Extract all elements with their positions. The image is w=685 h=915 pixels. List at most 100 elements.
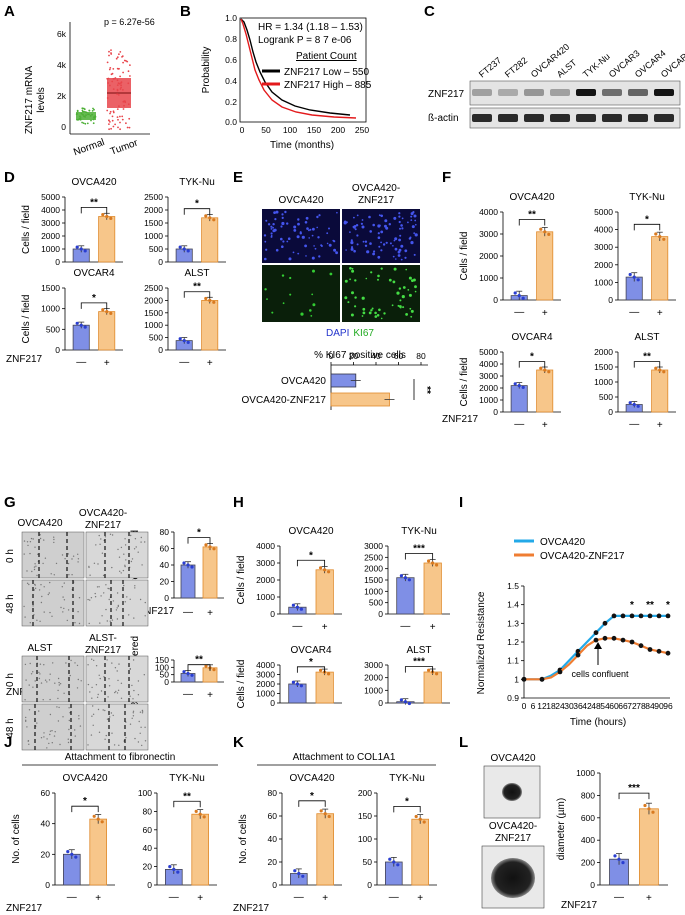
panel-g-cell xyxy=(116,618,119,620)
panel-e-speck xyxy=(350,239,353,242)
panel-a-tumor-dot xyxy=(128,126,131,129)
chart-title: ALST xyxy=(406,645,431,656)
panel-e-speck xyxy=(272,223,275,226)
panel-g-cell xyxy=(108,685,111,687)
chart-dot xyxy=(182,339,186,343)
panel-g-cell xyxy=(93,659,95,662)
panel-a-normal-dot xyxy=(90,119,92,122)
panel-e-speck xyxy=(380,267,383,270)
chart-dot xyxy=(399,698,403,702)
panel-g-cell xyxy=(141,744,143,747)
chart-ytick: 500 xyxy=(46,324,60,334)
panel-e-speck xyxy=(413,253,416,256)
chart-ytick: 1000 xyxy=(144,231,163,241)
chart-dot xyxy=(212,218,216,222)
chart-plus: + xyxy=(430,622,436,633)
panel-e-speck xyxy=(382,243,386,246)
chart-dot xyxy=(295,605,299,609)
panel-g-cell xyxy=(129,598,131,600)
chart-dot xyxy=(194,809,198,814)
panel-e-xtick: 40 xyxy=(371,351,381,361)
panel-g-cell xyxy=(115,609,118,611)
chart-ytick: 2000 xyxy=(256,575,275,585)
panel-a-tumor-dot xyxy=(125,60,127,62)
panel-i-xtick: 90 xyxy=(654,701,664,711)
chart-ytick: 20 xyxy=(268,857,278,867)
panel-g-cell xyxy=(25,716,27,719)
chart-dot xyxy=(427,559,431,563)
panel-i-point xyxy=(557,669,563,675)
chart-dot xyxy=(651,810,655,814)
chart-dot xyxy=(647,807,651,811)
panel-a-ytick: 6k xyxy=(57,29,67,39)
panel-g-cell xyxy=(69,674,71,677)
chart-dot xyxy=(418,817,422,821)
panel-e-ki67: OVCA420 OVCA420- ZNF217 DAPI KI67 % KI67 … xyxy=(242,183,432,410)
chart-dot xyxy=(291,680,295,684)
chart-dot xyxy=(208,545,212,549)
chart-dot xyxy=(319,809,323,813)
panel-a-tumor-dot xyxy=(108,123,110,125)
panel-e-speck xyxy=(415,223,417,226)
panel-e-speck xyxy=(349,231,351,234)
chart-ytick: 4000 xyxy=(41,205,60,215)
chart-dot xyxy=(190,565,194,569)
chart-minus: — xyxy=(629,307,639,318)
chart-ytick: 40 xyxy=(160,560,170,570)
chart-ytick: 40 xyxy=(268,834,278,844)
chart-ytick: 60 xyxy=(268,811,278,821)
panel-g-cell xyxy=(99,543,101,545)
chart-sig-bracket xyxy=(183,291,211,298)
panel-e-speck xyxy=(350,313,354,317)
panel-g-cell xyxy=(111,534,114,536)
panel-g-image xyxy=(21,703,85,751)
chart-ytick: 0 xyxy=(158,345,163,355)
panel-g-cell xyxy=(49,611,51,614)
panel-i-point xyxy=(575,652,581,658)
panel-g-cell xyxy=(102,574,105,577)
panel-a-normal-dot xyxy=(77,118,80,121)
panel-g-cell xyxy=(120,546,123,549)
panel-g-cell xyxy=(110,712,113,714)
panel-e-cat-1: OVCA420-ZNF217 xyxy=(242,395,327,406)
chart-ytick: 2000 xyxy=(256,679,275,689)
panel-e-speck xyxy=(354,305,357,308)
panel-e-speck xyxy=(347,301,350,304)
panel-g-cell xyxy=(61,554,64,556)
panel-g-cell xyxy=(43,732,45,734)
panel-e-speck xyxy=(413,232,416,235)
panel-g-cell xyxy=(104,709,106,712)
panel-i-point xyxy=(602,635,608,641)
chart-ytick: 0 xyxy=(55,257,60,267)
panel-g-cell xyxy=(124,564,126,566)
chart-ytick: 1500 xyxy=(144,218,163,228)
chart-bar xyxy=(316,813,334,886)
chart-minus: — xyxy=(292,621,302,632)
panel-e-speck xyxy=(317,236,320,239)
panel-g-cell xyxy=(107,587,109,590)
panel-a-normal-dot xyxy=(79,117,82,119)
panel-e-speck xyxy=(353,225,357,228)
panel-g-cell xyxy=(91,658,93,660)
panel-i-point xyxy=(638,613,644,619)
chart-bar xyxy=(536,231,554,301)
panel-e-speck xyxy=(410,219,413,222)
chart-ytick: 200 xyxy=(358,788,372,798)
panel-c-band-znf217 xyxy=(602,89,622,96)
panel-i-star: ** xyxy=(646,600,654,611)
panel-g-cell xyxy=(120,572,122,574)
panel-i-xtick: 66 xyxy=(618,701,628,711)
panel-e-speck xyxy=(365,277,368,280)
chart-dot xyxy=(636,404,640,408)
panel-b-ylabel: Probability xyxy=(201,47,212,94)
panel-a-tumor-dot xyxy=(107,82,109,84)
chart-plus: + xyxy=(197,893,203,904)
chart-bar xyxy=(180,564,196,599)
panel-i-xtick: 18 xyxy=(546,701,556,711)
panel-a-tumor-dot xyxy=(122,89,124,91)
chart-ytick: 2500 xyxy=(364,552,383,562)
panel-i-point xyxy=(593,637,599,643)
panel-e-speck xyxy=(313,245,315,247)
